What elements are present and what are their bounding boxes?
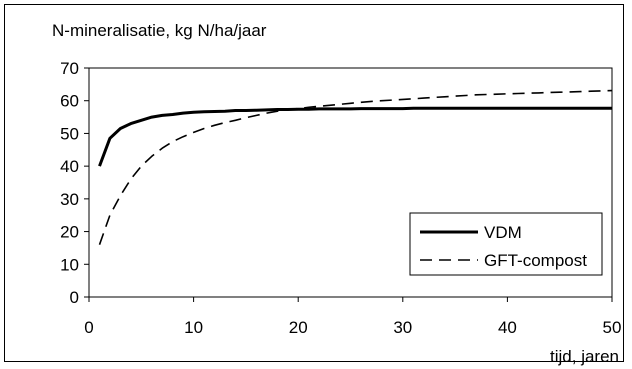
y-tick-label: 20 xyxy=(60,223,79,242)
y-axis-ticks: 0 10 20 30 40 50 60 70 xyxy=(60,59,89,307)
x-tick-label: 20 xyxy=(289,318,308,337)
chart-title: N-mineralisatie, kg N/ha/jaar xyxy=(52,21,267,40)
x-tick-label: 40 xyxy=(498,318,517,337)
x-axis-ticks: 0 10 20 30 40 50 xyxy=(84,297,621,337)
y-tick-label: 10 xyxy=(60,255,79,274)
y-tick-label: 50 xyxy=(60,124,79,143)
y-tick-label: 30 xyxy=(60,190,79,209)
legend-gft-label: GFT-compost xyxy=(484,251,587,270)
x-axis-label: tijd, jaren xyxy=(550,347,619,366)
y-tick-label: 40 xyxy=(60,157,79,176)
x-tick-label: 0 xyxy=(84,318,93,337)
legend-box xyxy=(409,212,603,276)
y-tick-label: 60 xyxy=(60,92,79,111)
series-line-gft-compost xyxy=(98,89,613,245)
x-tick-label: 30 xyxy=(393,318,412,337)
series-layer xyxy=(98,89,613,245)
y-tick-label: 0 xyxy=(70,288,79,307)
x-tick-label: 10 xyxy=(184,318,203,337)
legend: VDM GFT-compost xyxy=(409,212,603,276)
series-line-vdm xyxy=(98,106,612,167)
y-tick-label: 70 xyxy=(60,59,79,78)
legend-vdm-label: VDM xyxy=(484,223,522,242)
x-tick-label: 50 xyxy=(603,318,622,337)
